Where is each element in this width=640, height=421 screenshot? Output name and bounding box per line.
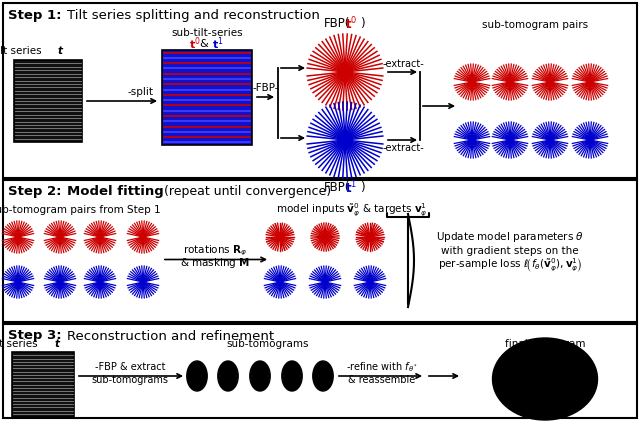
Text: Model fitting: Model fitting bbox=[67, 186, 164, 198]
Text: ): ) bbox=[360, 18, 364, 30]
Text: Step 1:: Step 1: bbox=[8, 8, 66, 21]
Polygon shape bbox=[187, 361, 207, 391]
Text: Step 3:: Step 3: bbox=[8, 330, 67, 343]
Bar bbox=[3, 3, 637, 178]
Text: -FBP-: -FBP- bbox=[253, 83, 279, 93]
Polygon shape bbox=[313, 361, 333, 391]
Text: final tomogram: final tomogram bbox=[505, 339, 585, 349]
Text: sub-tomogram pairs from Step 1: sub-tomogram pairs from Step 1 bbox=[0, 205, 160, 215]
Text: with gradient steps on the: with gradient steps on the bbox=[441, 246, 579, 256]
Text: sub-tilt-series: sub-tilt-series bbox=[171, 28, 243, 38]
Text: t: t bbox=[58, 46, 63, 56]
Bar bbox=[14, 60, 82, 142]
Text: -extract-: -extract- bbox=[382, 143, 424, 153]
Text: (repeat until convergence): (repeat until convergence) bbox=[160, 186, 331, 198]
Text: t: t bbox=[54, 339, 60, 349]
Text: FBP(: FBP( bbox=[324, 18, 350, 30]
Text: sub-tomogram pairs: sub-tomogram pairs bbox=[482, 20, 588, 30]
Bar bbox=[12, 352, 74, 417]
Text: $\mathbf{t}^0$: $\mathbf{t}^0$ bbox=[189, 36, 201, 52]
Text: sub-tomograms: sub-tomograms bbox=[92, 375, 168, 385]
Text: -split: -split bbox=[127, 87, 153, 97]
Text: -refine with $f_{\theta^*}$: -refine with $f_{\theta^*}$ bbox=[346, 360, 418, 374]
Text: $\mathbf{t}^0$: $\mathbf{t}^0$ bbox=[345, 16, 357, 32]
Text: tilt series: tilt series bbox=[0, 339, 41, 349]
Polygon shape bbox=[282, 361, 302, 391]
Text: per-sample loss $\ell\!\left(f_{\theta}(\tilde{\mathbf{v}}_{\varphi}^0),\mathbf{: per-sample loss $\ell\!\left(f_{\theta}(… bbox=[438, 256, 582, 274]
Text: rotations $\mathbf{R}_{\varphi}$: rotations $\mathbf{R}_{\varphi}$ bbox=[183, 243, 247, 258]
Text: Step 2:: Step 2: bbox=[8, 186, 66, 198]
Text: sub-tomograms: sub-tomograms bbox=[227, 339, 309, 349]
Text: -extract-: -extract- bbox=[382, 59, 424, 69]
Text: & masking $\mathbf{M}$: & masking $\mathbf{M}$ bbox=[180, 256, 250, 271]
Bar bbox=[3, 324, 637, 418]
Text: -FBP & extract: -FBP & extract bbox=[95, 362, 165, 372]
Text: model inputs $\tilde{\mathbf{v}}_{\varphi}^0$ & targets $\mathbf{v}_{\varphi}^1$: model inputs $\tilde{\mathbf{v}}_{\varph… bbox=[276, 201, 428, 218]
Text: Update model parameters $\theta$: Update model parameters $\theta$ bbox=[436, 230, 584, 244]
Polygon shape bbox=[218, 361, 238, 391]
Bar bbox=[162, 50, 252, 145]
Text: ): ) bbox=[360, 181, 364, 195]
Text: &: & bbox=[200, 39, 212, 49]
Polygon shape bbox=[250, 361, 270, 391]
Text: $\mathbf{t}^1$: $\mathbf{t}^1$ bbox=[212, 36, 224, 52]
Text: Tilt series splitting and reconstruction: Tilt series splitting and reconstruction bbox=[67, 8, 320, 21]
Text: tilt series: tilt series bbox=[0, 46, 45, 56]
Ellipse shape bbox=[493, 338, 598, 420]
Text: Reconstruction and refinement: Reconstruction and refinement bbox=[67, 330, 274, 343]
Bar bbox=[3, 180, 637, 322]
Text: & reassemble: & reassemble bbox=[348, 375, 415, 385]
Text: FBP(: FBP( bbox=[324, 181, 350, 195]
Text: $\mathbf{t}^1$: $\mathbf{t}^1$ bbox=[345, 180, 357, 196]
